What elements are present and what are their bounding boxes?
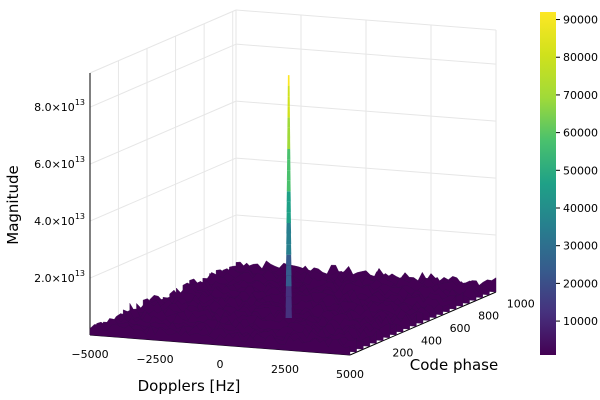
peak-segment bbox=[287, 75, 290, 86]
colorbar-tick-label: 90000 bbox=[563, 14, 598, 27]
x-tick-label: 2500 bbox=[271, 363, 299, 376]
z-grid-line bbox=[89, 157, 237, 222]
y-tick-label: 800 bbox=[478, 310, 499, 323]
peak-segment bbox=[287, 117, 291, 128]
peak-segment bbox=[286, 191, 291, 202]
surface bbox=[89, 75, 497, 356]
y-tick-label: 600 bbox=[450, 322, 471, 335]
colorbar-tick-label: 50000 bbox=[563, 164, 598, 177]
peak-segment bbox=[285, 286, 292, 297]
colorbar-ticks: 10000 20000 30000 40000 50000 60000 70000 80000… bbox=[556, 14, 598, 328]
colorbar-tick-label: 30000 bbox=[563, 240, 598, 253]
x-tick-label: −5000 bbox=[71, 348, 108, 361]
colorbar bbox=[540, 12, 556, 355]
y-tick-label: 200 bbox=[392, 347, 413, 360]
colorbar-tick-label: 80000 bbox=[563, 51, 598, 64]
z-tick-label: 6.0×1013 bbox=[34, 155, 85, 171]
peak-segment bbox=[286, 254, 292, 266]
x-tick-label: −2500 bbox=[136, 353, 173, 366]
peak-segment bbox=[286, 222, 292, 234]
grid-lines bbox=[89, 9, 497, 323]
z-grid-line bbox=[89, 214, 237, 279]
peak-segment bbox=[286, 244, 292, 255]
peak-segment bbox=[287, 106, 290, 118]
peak-segment bbox=[287, 127, 291, 139]
peak-segment bbox=[287, 149, 291, 160]
colorbar-tick-label: 20000 bbox=[563, 277, 598, 290]
box-edge bbox=[89, 9, 237, 74]
peak-segment bbox=[286, 233, 292, 245]
colorbar-tick-label: 60000 bbox=[563, 127, 598, 140]
peak-segment bbox=[286, 201, 291, 213]
y-tick-label: 1000 bbox=[507, 297, 535, 310]
peak-segment bbox=[287, 85, 290, 97]
peak-segment bbox=[286, 159, 291, 171]
surface-row bbox=[89, 323, 351, 356]
colorbar-tick-label: 40000 bbox=[563, 202, 598, 215]
x-tick-label: 5000 bbox=[336, 368, 364, 381]
tick-labels: −5000 −2500 0 2500 5000 200 400 600 800 1000 2.0×1… bbox=[34, 98, 535, 381]
peak-segment bbox=[287, 138, 291, 150]
colorbar-tick-label: 10000 bbox=[563, 315, 598, 328]
x-tick-label: 0 bbox=[217, 358, 224, 371]
peak-segment bbox=[285, 275, 292, 287]
peak-segment bbox=[287, 96, 290, 107]
box-edge bbox=[235, 9, 497, 31]
z-axis-label: Magnitude bbox=[4, 165, 22, 244]
z-tick-label: 4.0×1013 bbox=[34, 212, 85, 228]
z-grid-line bbox=[89, 100, 237, 165]
colorbar-tick-label: 70000 bbox=[563, 89, 598, 102]
y-tick-label: 400 bbox=[421, 334, 442, 347]
x-axis-label: Dopplers [Hz] bbox=[138, 377, 241, 395]
z-tick-label: 2.0×1013 bbox=[34, 269, 85, 285]
peak-segment bbox=[285, 265, 292, 276]
peak-segment bbox=[286, 180, 291, 192]
z-grid-line bbox=[89, 43, 237, 108]
peak-segment bbox=[285, 296, 292, 308]
z-tick-label: 8.0×1013 bbox=[34, 98, 85, 114]
peak-segment bbox=[286, 212, 291, 223]
peak-segment bbox=[286, 170, 291, 181]
peak-segment bbox=[285, 307, 292, 319]
y-axis-label: Code phase bbox=[410, 356, 498, 374]
